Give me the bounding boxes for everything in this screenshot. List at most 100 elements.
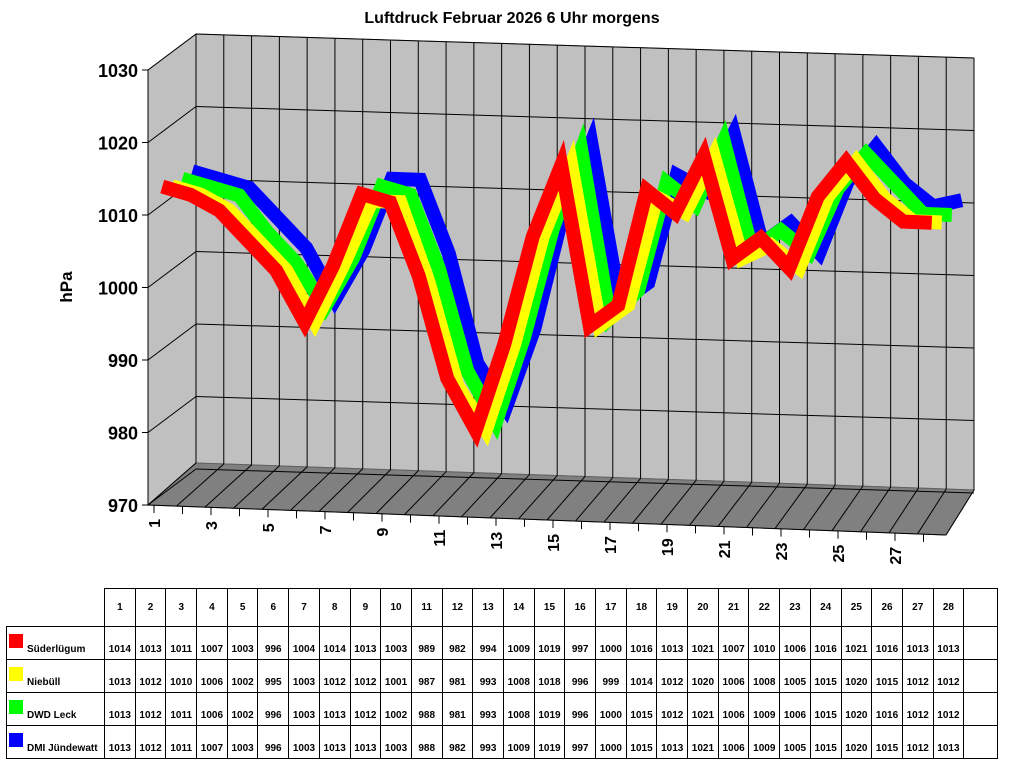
table-header-day: 10 xyxy=(380,588,412,627)
table-cell: 996 xyxy=(257,692,290,726)
table-cell: 1015 xyxy=(809,692,842,726)
table-cell: 996 xyxy=(564,692,596,726)
legend-entry: DWD Leck xyxy=(6,692,105,726)
table-cell: 1013 xyxy=(656,626,689,660)
table-cell: 1015 xyxy=(871,725,903,759)
table-header-day: 2 xyxy=(134,588,167,627)
table-header-day: 28 xyxy=(932,588,965,627)
table-corner xyxy=(6,588,105,627)
table-cell: 995 xyxy=(257,659,290,693)
table-cell: 1003 xyxy=(288,725,320,759)
table-header-day: 27 xyxy=(901,588,934,627)
table-cell: 1007 xyxy=(196,626,228,660)
table-cell: 1013 xyxy=(901,626,934,660)
table-header-day: 19 xyxy=(656,588,689,627)
series-süderlügum xyxy=(160,136,933,448)
table-cell: 1009 xyxy=(748,725,781,759)
table-cell: 988 xyxy=(410,725,443,759)
table-cell: 1011 xyxy=(165,725,198,759)
table-cell: 981 xyxy=(441,659,474,693)
svg-text:1020: 1020 xyxy=(98,134,138,154)
table-cell: 1002 xyxy=(380,692,412,726)
table-cell: 1015 xyxy=(625,725,658,759)
svg-text:980: 980 xyxy=(108,424,138,444)
legend-swatch-icon xyxy=(9,667,23,681)
table-cell: 1003 xyxy=(288,692,320,726)
table-cell: 1015 xyxy=(809,725,842,759)
table-cell: 1000 xyxy=(595,725,627,759)
table-cell: 1011 xyxy=(165,692,198,726)
table-cell: 1020 xyxy=(840,692,873,726)
table-cell: 1009 xyxy=(502,725,535,759)
x-axis: 1 3 5 7 9 11 13 15 17 19 21 23 25 27 xyxy=(147,504,947,565)
x-tick-label: 17 xyxy=(603,536,620,554)
legend-label: Süderlügum xyxy=(27,644,86,655)
legend-entry: Süderlügum xyxy=(6,626,105,660)
table-header-day: 21 xyxy=(717,588,750,627)
table-cell: 1003 xyxy=(380,626,412,660)
table-header-day: 24 xyxy=(809,588,842,627)
table-header-day: 14 xyxy=(502,588,535,627)
chart-title: Luftdruck Februar 2026 6 Uhr morgens xyxy=(364,10,660,27)
svg-text:1000: 1000 xyxy=(98,279,138,299)
table-cell: 1002 xyxy=(226,692,259,726)
table-cell: 1013 xyxy=(318,692,351,726)
x-tick-label: 9 xyxy=(375,527,392,536)
table-cell: 1014 xyxy=(104,626,136,660)
series-niebüll xyxy=(170,136,943,447)
table-cell: 1006 xyxy=(779,626,811,660)
table-cell: 1019 xyxy=(533,725,566,759)
table-cell: 1015 xyxy=(871,659,903,693)
data-table: 1 2 3 4 5 6 7 8 9 10 11 12 13 14 15 16 17 18 19 20 21 22 23 24 2… xyxy=(6,588,999,759)
table-cell: 1012 xyxy=(656,659,689,693)
y-axis-label: hPa xyxy=(57,271,76,303)
table-header-day: 4 xyxy=(196,588,228,627)
table-cell: 1013 xyxy=(104,725,136,759)
legend-swatch-icon xyxy=(9,634,23,648)
table-cell: 1006 xyxy=(717,725,750,759)
table-header-day: 11 xyxy=(410,588,443,627)
table-header-day: 3 xyxy=(165,588,198,627)
x-tick-label: 25 xyxy=(831,545,848,563)
table-cell: 1006 xyxy=(779,692,811,726)
x-tick-label: 3 xyxy=(204,521,221,530)
table-cell: 997 xyxy=(564,626,596,660)
table-header-day: 5 xyxy=(226,588,259,627)
table-header-day: 9 xyxy=(349,588,382,627)
table-cell: 1012 xyxy=(932,692,965,726)
x-tick-label: 27 xyxy=(888,547,905,565)
legend-swatch-icon xyxy=(9,700,23,714)
table-header-day: 22 xyxy=(748,588,781,627)
table-cell: 1006 xyxy=(196,659,228,693)
table-cell: 1012 xyxy=(901,725,934,759)
x-tick-label: 23 xyxy=(774,542,791,560)
table-empty-cell xyxy=(963,692,999,726)
table-cell: 1018 xyxy=(533,659,566,693)
table-cell: 1012 xyxy=(901,659,934,693)
table-cell: 1002 xyxy=(226,659,259,693)
x-tick-label: 21 xyxy=(717,540,734,558)
table-cell: 1020 xyxy=(840,725,873,759)
x-tick-label: 19 xyxy=(660,538,677,556)
table-cell: 1021 xyxy=(840,626,873,660)
table-cell: 1003 xyxy=(226,725,259,759)
table-cell: 1012 xyxy=(349,692,382,726)
table-header-day: 25 xyxy=(840,588,873,627)
table-cell: 1019 xyxy=(533,626,566,660)
table-header-day: 6 xyxy=(257,588,290,627)
x-tick-label: 7 xyxy=(318,525,335,534)
table-cell: 1020 xyxy=(687,659,719,693)
table-header-day: 26 xyxy=(871,588,903,627)
table-cell: 1021 xyxy=(687,692,719,726)
table-cell: 1013 xyxy=(932,626,965,660)
table-cell: 1013 xyxy=(656,725,689,759)
x-tick-label: 5 xyxy=(261,523,278,532)
table-cell: 993 xyxy=(472,725,504,759)
table-cell: 1013 xyxy=(134,626,167,660)
table-cell: 1006 xyxy=(196,692,228,726)
table-cell: 1001 xyxy=(380,659,412,693)
table-cell: 1008 xyxy=(502,659,535,693)
table-cell: 994 xyxy=(472,626,504,660)
table-cell: 982 xyxy=(441,626,474,660)
